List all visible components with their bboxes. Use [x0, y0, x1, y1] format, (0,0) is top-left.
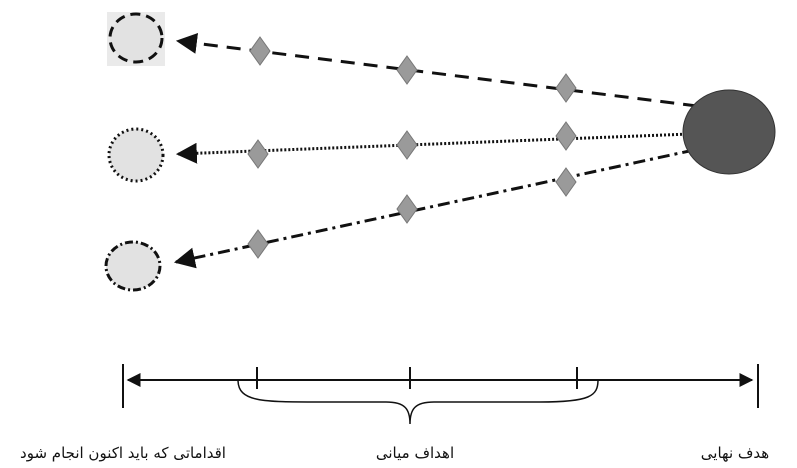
label-final-goal: هدف نهایی: [701, 444, 770, 462]
intermediate-goals-brace: [237, 379, 599, 425]
path-line-top: [175, 32, 698, 108]
pathway-middle: [107, 121, 691, 183]
pathway-top: [107, 12, 698, 108]
label-intermediate-goals: اهداف میانی: [376, 444, 454, 462]
milestone-diamond-bottom-2: [396, 194, 418, 224]
milestone-diamond-middle-2: [396, 130, 418, 160]
milestone-diamond-middle-1: [247, 139, 269, 169]
milestone-diamond-top-1: [249, 36, 271, 66]
milestone-diamond-bottom-3: [555, 167, 577, 197]
start-circle-middle: [107, 127, 165, 183]
label-current-actions: اقداماتی که باید اکنون انجام شود: [20, 444, 226, 462]
start-circle-bottom: [104, 240, 162, 292]
pathway-bottom: [104, 148, 695, 292]
milestone-diamond-top-2: [396, 55, 418, 85]
path-line-middle: [175, 132, 691, 164]
final-goal-circle: [682, 89, 776, 175]
milestone-diamond-top-3: [555, 73, 577, 103]
milestone-diamond-middle-3: [555, 121, 577, 151]
milestone-diamond-bottom-1: [247, 229, 269, 259]
timeline: [122, 364, 759, 425]
start-circle-top: [108, 12, 164, 64]
